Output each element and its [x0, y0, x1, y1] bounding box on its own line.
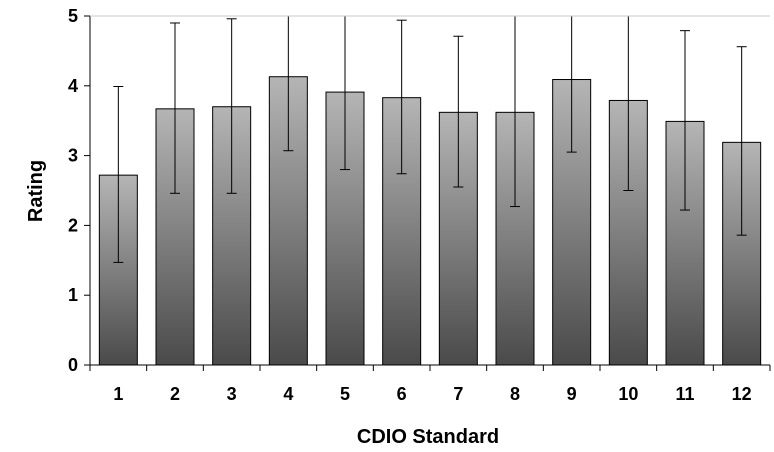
- y-tick-label-5: 5: [68, 6, 78, 26]
- x-tick-label-9: 9: [567, 384, 577, 404]
- x-tick-label-4: 4: [283, 384, 293, 404]
- x-tick-label-3: 3: [227, 384, 237, 404]
- x-tick-label-8: 8: [510, 384, 520, 404]
- x-tick-label-11: 11: [675, 384, 694, 404]
- y-tick-label-3: 3: [68, 146, 78, 166]
- bars-group: [98, 76, 762, 366]
- x-tick-label-12: 12: [732, 384, 752, 404]
- error-bar-12: [736, 46, 747, 236]
- error-bar-3: [226, 18, 237, 194]
- error-bar-6: [396, 19, 407, 175]
- x-tick-label-7: 7: [453, 384, 463, 404]
- error-bars-group: [113, 15, 747, 263]
- y-tick-label-1: 1: [68, 285, 78, 305]
- y-tick-label-4: 4: [68, 76, 78, 96]
- x-tick-label-10: 10: [618, 384, 638, 404]
- x-tick-label-6: 6: [397, 384, 407, 404]
- error-bar-1: [113, 85, 124, 263]
- x-tick-label-1: 1: [113, 384, 123, 404]
- x-tick-labels: 1 2 3 4 5 6 7 8 9 10 11 12: [113, 384, 751, 404]
- x-axis-title: CDIO Standard: [357, 426, 499, 448]
- y-axis-title: Rating: [25, 160, 47, 222]
- x-tick-label-2: 2: [170, 384, 180, 404]
- y-tick-label-2: 2: [68, 215, 78, 235]
- axes-group: [84, 15, 771, 371]
- error-bar-7: [453, 35, 464, 188]
- y-tick-labels: 0 1 2 3 4 5: [68, 6, 78, 375]
- error-bar-11: [680, 30, 690, 211]
- y-tick-label-0: 0: [68, 355, 78, 375]
- x-tick-label-5: 5: [340, 384, 350, 404]
- error-bar-2: [170, 22, 180, 194]
